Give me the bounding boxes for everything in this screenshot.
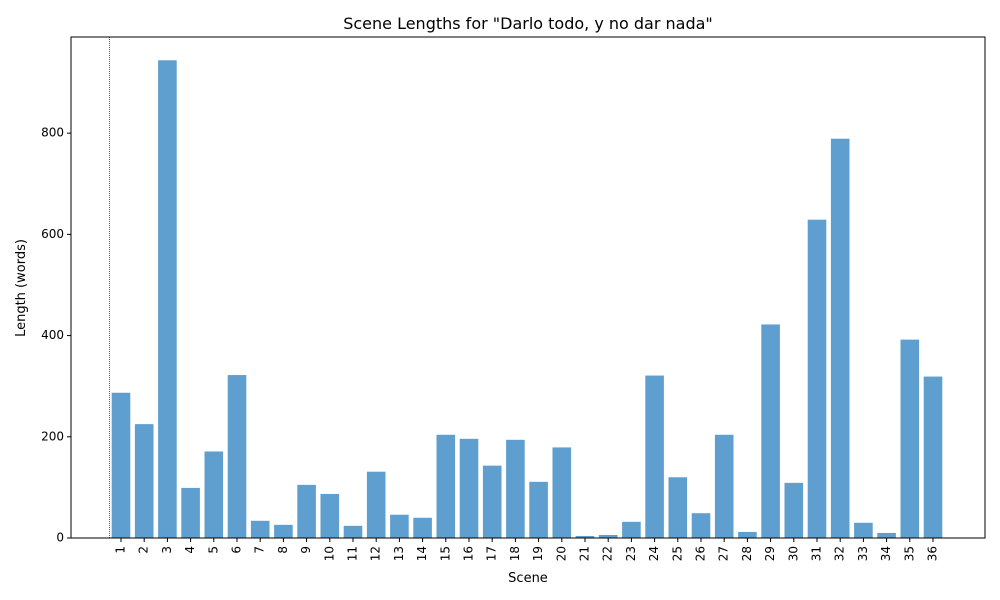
x-tick-label: 22 [601,546,615,561]
x-tick-label: 29 [763,546,777,561]
bar-scene-14 [413,517,432,538]
y-axis-title: Length (words) [14,239,29,337]
y-tick-label: 800 [41,126,64,140]
x-tick-label: 19 [531,546,545,561]
bar-scene-9 [297,484,316,538]
bar-scene-6 [227,375,247,538]
x-tick-label: 35 [902,546,916,561]
x-tick-label: 27 [717,546,731,561]
bar-scene-24 [645,375,664,538]
x-tick-label: 16 [462,546,476,561]
x-tick-label: 3 [160,546,174,554]
x-tick-label: 5 [206,546,220,554]
x-tick-label: 8 [276,546,290,554]
bars-group [111,60,943,539]
x-tick-label: 14 [415,546,429,561]
bar-scene-32 [830,138,850,538]
x-tick-label: 6 [230,546,244,554]
x-tick-label: 12 [369,546,383,561]
bar-scene-29 [761,324,780,538]
chart-title: Scene Lengths for "Darlo todo, y no dar … [343,14,713,33]
x-tick-label: 34 [879,546,893,561]
x-tick-label: 11 [346,546,360,561]
bar-scene-5 [204,451,224,538]
x-tick-label: 13 [392,546,406,561]
x-axis-title: Scene [508,571,548,586]
bar-scene-34 [877,532,896,538]
x-tick-label: 7 [253,546,267,554]
bar-scene-23 [622,521,641,538]
bar-scene-20 [552,447,572,538]
bar-scene-13 [390,514,409,538]
x-axis-ticks: 1 2 3 4 5 6 7 8 9 10 11 12 13 14 15 16 17 18 19 20 21 22 23 24 2… [114,538,940,561]
x-tick-label: 24 [647,546,661,561]
y-tick-label: 0 [56,531,64,545]
bar-scene-17 [482,465,502,538]
y-tick-label: 400 [41,328,64,342]
plot-frame [70,36,986,539]
x-tick-label: 4 [183,546,197,554]
bar-scene-19 [529,481,548,538]
x-tick-label: 25 [670,546,684,561]
bar-scene-16 [459,438,479,538]
bar-scene-35 [900,339,920,538]
x-tick-label: 20 [554,546,568,561]
x-tick-label: 33 [856,546,870,561]
x-tick-label: 9 [299,546,313,554]
bar-scene-18 [506,439,525,538]
x-tick-label: 1 [114,546,128,554]
bar-scene-8 [274,524,293,538]
bar-scene-1 [111,392,131,538]
x-tick-label: 23 [624,546,638,561]
x-tick-label: 30 [786,546,800,561]
x-tick-label: 2 [137,546,151,554]
bar-scene-15 [436,434,456,538]
bar-scene-31 [807,219,827,539]
x-tick-label: 26 [694,546,708,561]
bar-scene-2 [134,424,154,538]
x-tick-label: 15 [438,546,452,561]
x-tick-label: 21 [578,546,592,561]
x-tick-label: 31 [810,546,824,561]
bar-scene-30 [784,482,804,538]
bar-scene-22 [598,534,618,538]
bar-scene-26 [691,513,711,538]
bar-scene-7 [250,520,270,538]
bar-scene-11 [343,525,363,538]
bar-scene-33 [854,522,873,538]
x-tick-label: 28 [740,546,754,561]
bar-scene-25 [668,477,688,538]
y-axis-ticks: 0 200 400 600 800 [41,126,71,545]
bar-scene-36 [923,376,943,538]
bar-scene-27 [714,434,734,538]
bar-scene-10 [320,493,340,538]
bar-scene-12 [366,471,386,538]
y-tick-label: 200 [41,429,64,443]
x-tick-label: 10 [322,546,336,561]
bar-scene-28 [738,531,757,538]
bar-scene-3 [158,60,177,539]
bar-scene-4 [181,487,200,538]
bar-scene-21 [575,535,595,538]
x-tick-label: 18 [508,546,522,561]
y-tick-label: 600 [41,227,64,241]
x-tick-label: 36 [926,546,940,561]
x-tick-label: 17 [485,546,499,561]
x-tick-label: 32 [833,546,847,561]
